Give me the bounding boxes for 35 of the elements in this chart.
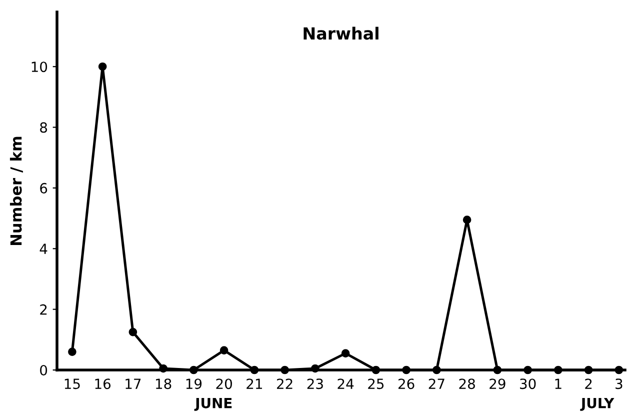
x-tick-label: 3 — [616, 378, 622, 390]
x-tick-label: 20 — [216, 378, 232, 390]
x-tick-label: 21 — [246, 378, 262, 389]
x-tick-label: 24 — [338, 378, 354, 389]
text: JUNE — [194, 398, 232, 411]
x-tick-label: 15 — [64, 378, 80, 390]
x-tick-label: 29 — [490, 378, 506, 390]
text: JULY — [580, 398, 614, 411]
y-tick-label: 6 — [40, 182, 48, 194]
x-tick-label: 18 — [156, 378, 172, 390]
text: Narwhal — [304, 26, 378, 40]
x-tick-label: 17 — [126, 378, 141, 389]
x-tick-label: 25 — [368, 378, 384, 390]
x-tick-label: 23 — [307, 378, 323, 390]
x-tick-label: 28 — [459, 378, 475, 390]
x-tick-label: 30 — [520, 378, 536, 390]
y-axis-title: Number / km — [10, 136, 23, 245]
point — [68, 348, 76, 356]
y-tick-label: 10 — [32, 62, 48, 72]
y-tick-label: 0 — [40, 364, 48, 376]
point — [128, 328, 138, 336]
point — [220, 346, 228, 354]
y-tick-label: 4 — [40, 244, 48, 254]
point — [341, 349, 350, 358]
x-tick-label: 2 — [585, 378, 592, 389]
x-tick-label: 1 — [555, 378, 562, 389]
x-tick-label: 16 — [95, 378, 111, 390]
y-tick-label: 2 — [40, 304, 47, 315]
x-tick-label: 27 — [428, 378, 444, 389]
x-tick-label: 22 — [276, 378, 292, 389]
y-tick-label: 8 — [40, 122, 48, 133]
point — [462, 216, 472, 224]
x-tick-label: 26 — [398, 378, 414, 390]
x-tick-label: 19 — [186, 378, 202, 390]
point — [98, 62, 107, 71]
